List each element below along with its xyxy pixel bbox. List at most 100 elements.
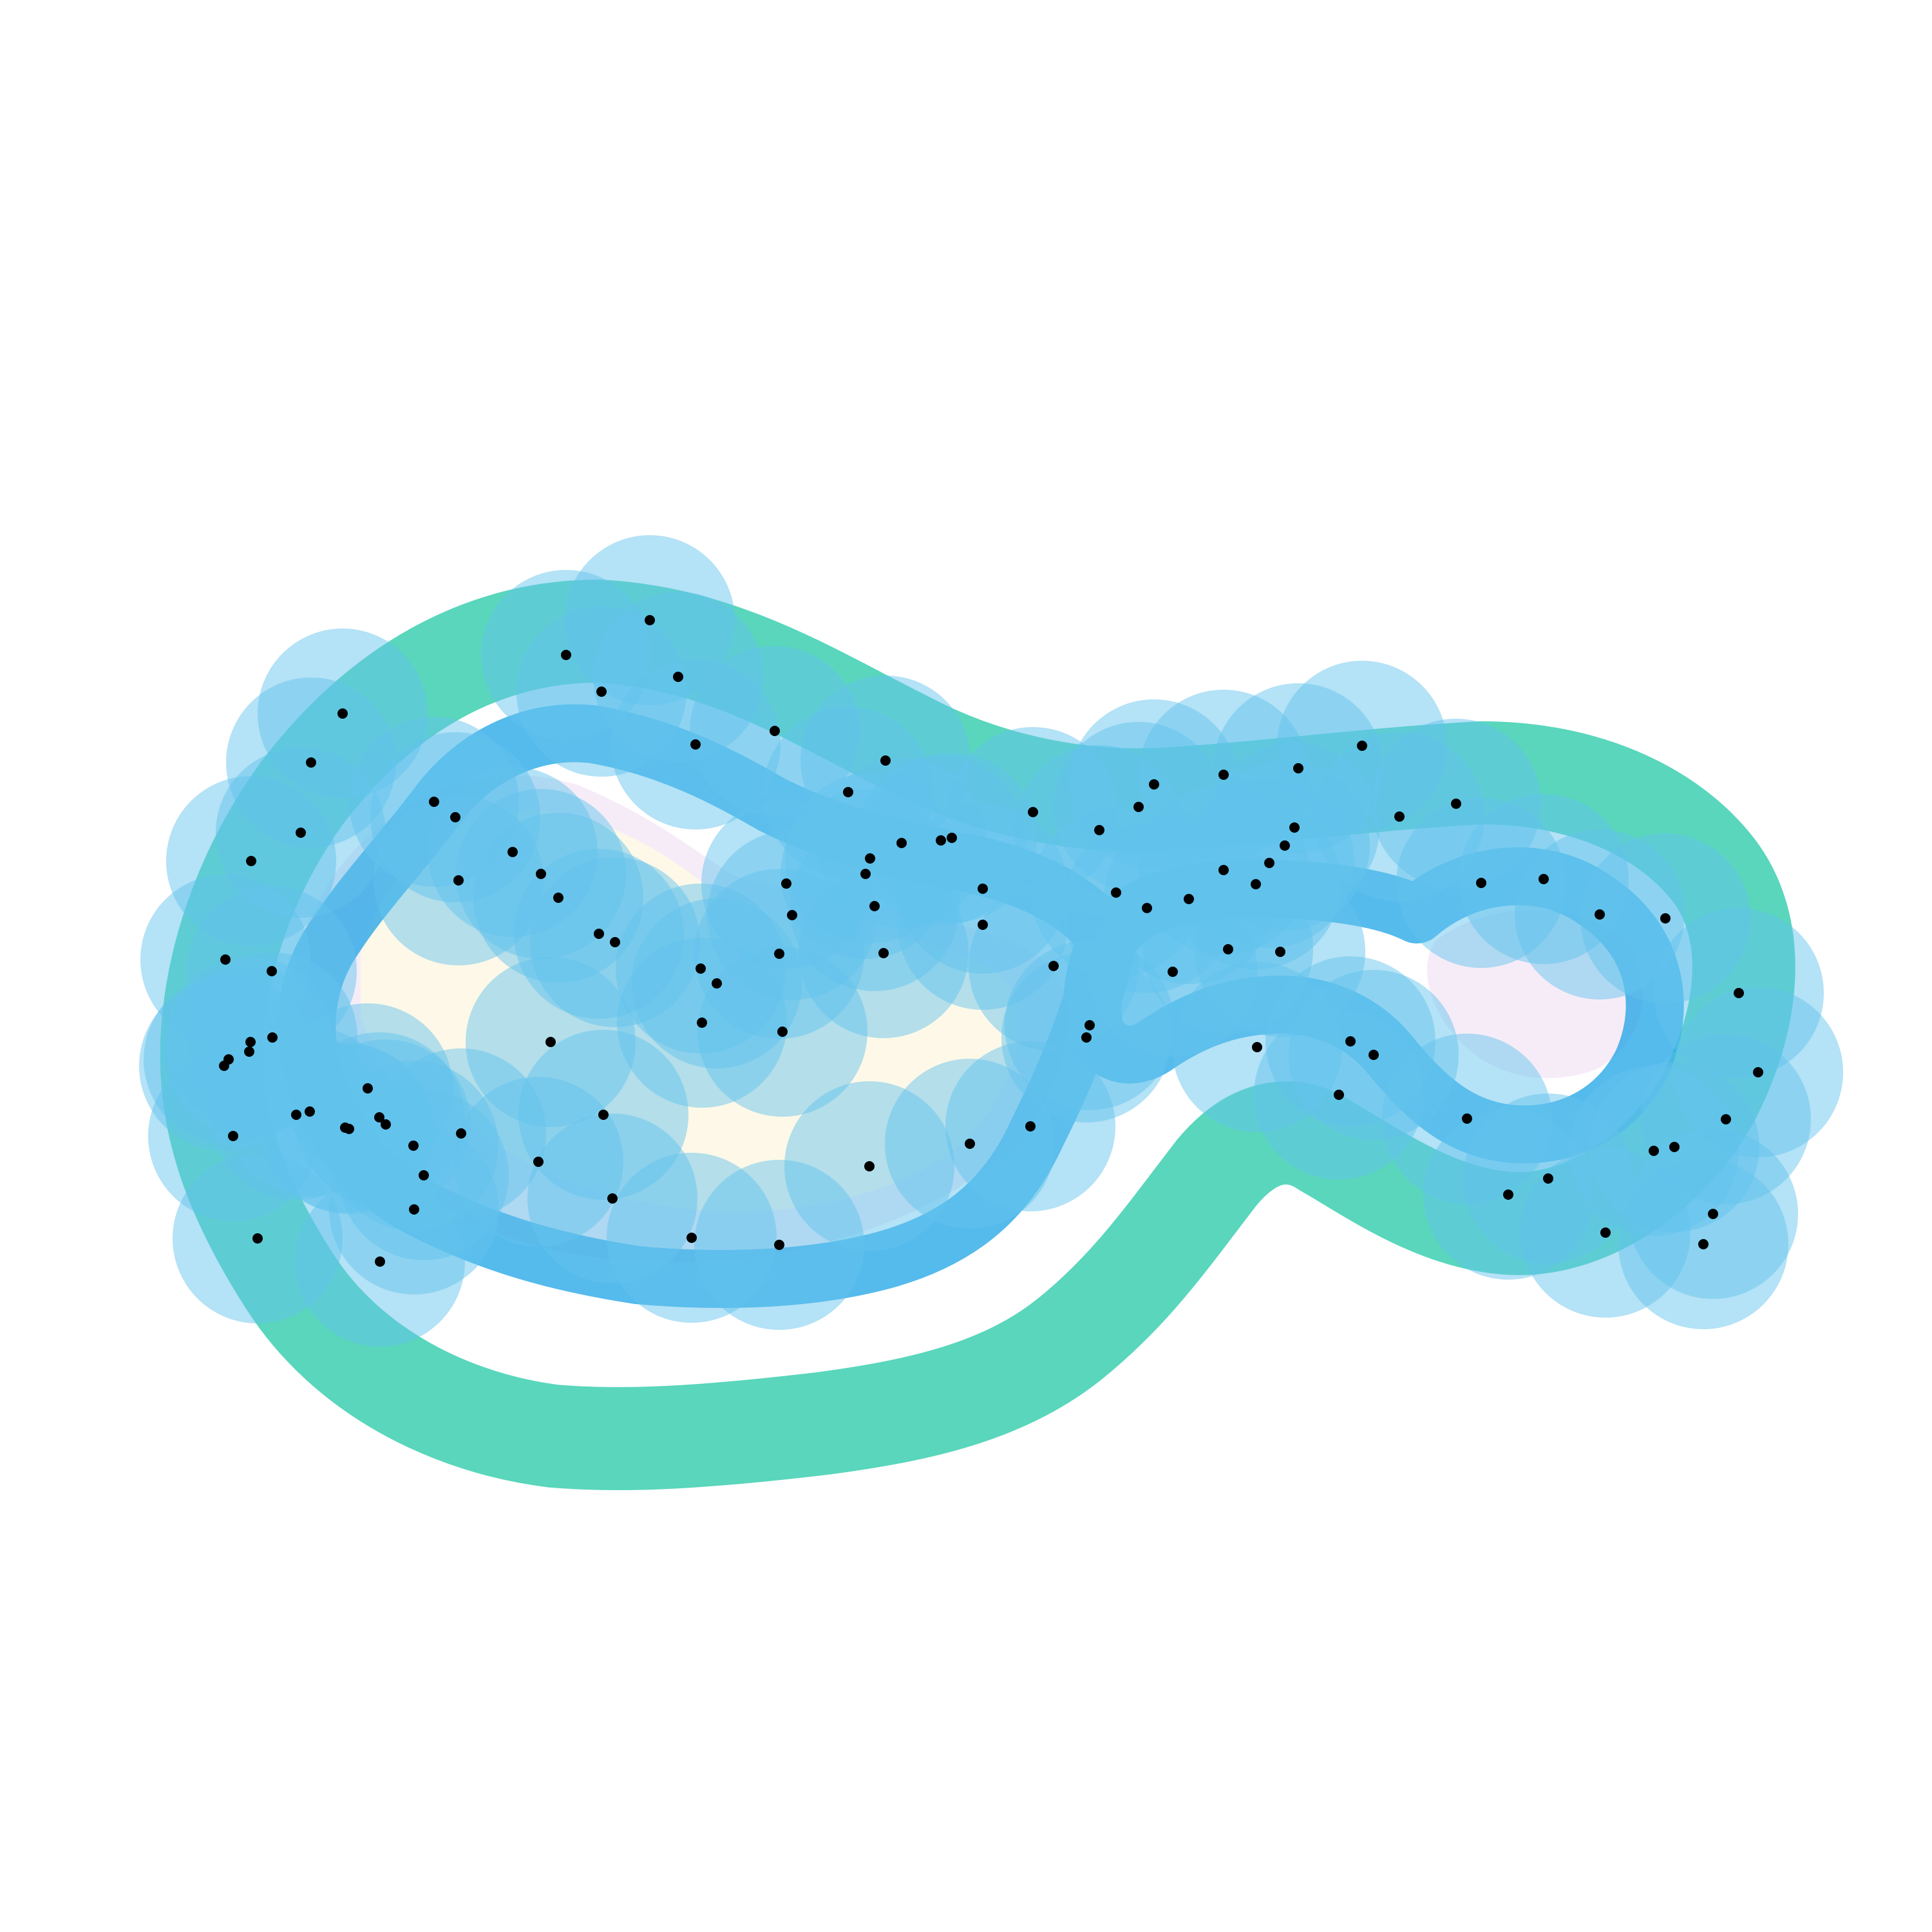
sample-point	[453, 875, 464, 886]
sample-point	[1275, 947, 1285, 957]
sample-point	[860, 869, 871, 879]
sample-point	[1223, 944, 1233, 954]
sample-point	[594, 929, 604, 939]
sample-point	[553, 893, 564, 903]
sample-point	[1218, 770, 1229, 780]
sample-point	[1357, 741, 1367, 751]
sample-point	[408, 1141, 419, 1151]
sample-point	[1503, 1189, 1513, 1200]
sample-point	[596, 687, 607, 697]
sample-point	[774, 949, 784, 959]
sample-point	[843, 787, 853, 797]
sample-point	[1218, 865, 1229, 875]
sample-point	[344, 1124, 354, 1134]
sample-point	[1345, 1036, 1356, 1046]
sample-point	[1289, 822, 1300, 833]
sample-point	[1025, 1121, 1036, 1132]
sample-point	[777, 1027, 788, 1037]
sample-point	[936, 835, 946, 846]
sample-point	[610, 937, 620, 947]
sample-point	[244, 1046, 254, 1057]
sample-point	[246, 856, 256, 866]
sample-point	[1252, 1042, 1262, 1052]
sample-point	[456, 1128, 466, 1139]
sample-point	[1394, 811, 1405, 822]
sample-point	[1334, 1090, 1344, 1100]
sample-point	[645, 615, 655, 625]
sample-point	[228, 1131, 238, 1141]
sample-point	[690, 739, 701, 750]
sample-point	[533, 1157, 544, 1167]
sample-point	[1595, 909, 1605, 920]
sample-point	[450, 812, 460, 822]
sample-point	[965, 1139, 975, 1149]
sample-point	[1600, 1227, 1611, 1238]
sample-point	[267, 1032, 278, 1043]
sample-point	[712, 978, 722, 989]
sample-point	[381, 1119, 391, 1130]
sample-point	[1539, 874, 1549, 884]
sample-point	[220, 954, 231, 965]
sample-point	[1543, 1173, 1553, 1184]
sample-point	[1734, 988, 1744, 998]
sample-point	[869, 901, 880, 911]
sample-point	[1721, 1114, 1731, 1124]
sample-point	[296, 828, 306, 838]
sample-point	[1133, 802, 1144, 812]
outer-teal-band	[160, 580, 1795, 1490]
sample-point	[1048, 961, 1059, 971]
sample-point	[545, 1037, 556, 1047]
sample-point	[1264, 858, 1274, 868]
inner-region	[294, 775, 1643, 1262]
sample-point	[1251, 879, 1261, 889]
sample-point	[245, 1037, 256, 1047]
sample-point	[1280, 840, 1290, 851]
sample-point	[864, 1161, 875, 1171]
sample-point	[1111, 887, 1121, 898]
sample-point	[865, 853, 875, 864]
sample-point	[1094, 825, 1104, 835]
sample-point	[1649, 1146, 1659, 1156]
sample-point	[536, 869, 546, 879]
sample-point	[1753, 1067, 1763, 1077]
sample-point	[1293, 763, 1303, 773]
sample-point	[1368, 1050, 1379, 1060]
sample-point	[607, 1193, 618, 1204]
sample-point	[1142, 903, 1152, 913]
sample-point	[409, 1204, 419, 1215]
sample-point	[507, 847, 518, 857]
sample-point	[1451, 799, 1461, 809]
sample-point	[598, 1110, 609, 1120]
sample-point	[429, 797, 439, 807]
sample-point	[774, 1240, 784, 1250]
sample-point	[1708, 1209, 1718, 1219]
sample-point	[363, 1083, 373, 1094]
inner-core	[361, 810, 1019, 1212]
small-loop-hole	[1426, 909, 1643, 1079]
sample-point	[1669, 1142, 1680, 1152]
sample-point	[267, 966, 277, 976]
sample-point	[291, 1110, 301, 1120]
sample-point	[770, 726, 780, 736]
sample-point	[787, 910, 797, 920]
sample-point	[1028, 807, 1038, 817]
sample-point	[1149, 779, 1159, 790]
sample-point	[252, 1233, 263, 1244]
sample-point	[978, 920, 988, 930]
sample-point	[1462, 1113, 1472, 1124]
sample-points	[219, 615, 1763, 1267]
sample-point	[947, 833, 957, 843]
sample-point	[696, 963, 706, 974]
sample-point	[1168, 967, 1178, 977]
sample-point	[306, 757, 316, 768]
sample-point	[561, 650, 571, 660]
sample-point	[1081, 1032, 1092, 1043]
sample-point	[697, 1018, 707, 1028]
sample-point	[1698, 1239, 1709, 1249]
sample-point	[374, 1112, 384, 1122]
sample-point	[337, 708, 348, 719]
sample-point	[419, 1170, 429, 1180]
sample-point	[1184, 894, 1194, 904]
